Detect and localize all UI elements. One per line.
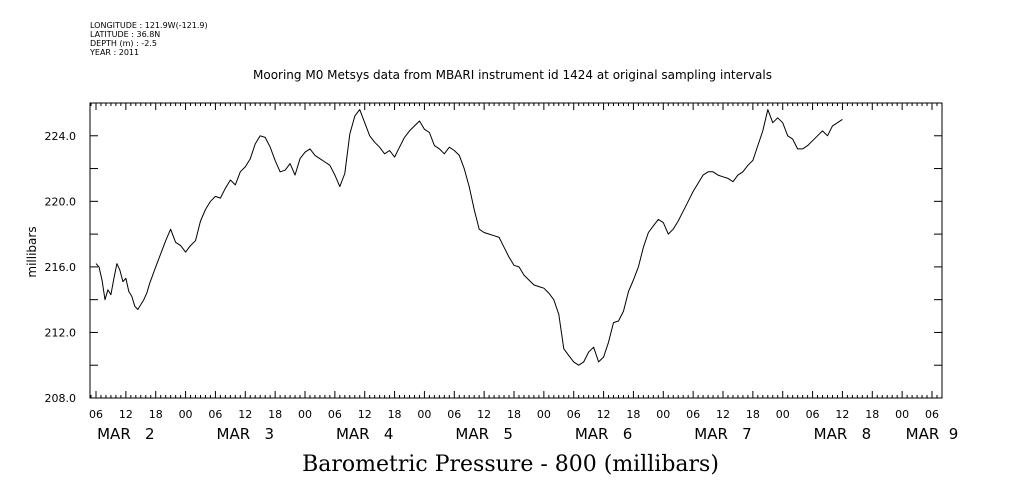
x-tick-label: 06 <box>89 408 103 421</box>
y-tick-label: 224.0 <box>45 130 77 143</box>
x-tick-label: 06 <box>328 408 342 421</box>
x-tick-label: 12 <box>477 408 491 421</box>
x-tick-label: 18 <box>268 408 282 421</box>
series-layer <box>95 109 843 366</box>
x-tick-label: 12 <box>119 408 133 421</box>
metadata-block: LONGITUDE : 121.9W(-121.9) LATITUDE : 36… <box>90 21 208 57</box>
x-tick-label: 06 <box>208 408 222 421</box>
x-tick-label: 18 <box>149 408 163 421</box>
x-day-label: MAR 9 <box>906 425 959 443</box>
x-day-label: MAR 6 <box>575 425 632 443</box>
x-day-label: MAR 2 <box>97 425 154 443</box>
x-tick-label: 18 <box>507 408 521 421</box>
x-tick-label: 12 <box>597 408 611 421</box>
y-tick-label: 216.0 <box>45 261 77 274</box>
year-text: YEAR : 2011 <box>90 48 140 57</box>
x-tick-label: 12 <box>716 408 730 421</box>
y-tick-label: 208.0 <box>45 392 77 405</box>
x-tick-label: 06 <box>806 408 820 421</box>
x-tick-label: 12 <box>238 408 252 421</box>
chart-title: Mooring M0 Metsys data from MBARI instru… <box>253 68 772 82</box>
x-day-label: MAR 7 <box>694 425 751 443</box>
x-tick-label: 00 <box>179 408 193 421</box>
x-tick-label: 00 <box>417 408 431 421</box>
x-tick-label: 06 <box>925 408 939 421</box>
x-day-label: MAR 3 <box>217 425 274 443</box>
x-tick-label: 06 <box>567 408 581 421</box>
longitude-text: LONGITUDE : 121.9W(-121.9) <box>90 21 208 30</box>
plot-frame <box>89 102 943 399</box>
x-axis-title-wrap: Barometric Pressure - 800 (millibars) <box>0 452 1009 477</box>
series-line <box>95 109 843 366</box>
chart-title-wrap: Mooring M0 Metsys data from MBARI instru… <box>0 68 1009 82</box>
ticks-layer: 06 12 18 00 06 12 18 00 06 12 18 00 06 12 18 00 06 12 18 00… <box>45 102 959 443</box>
y-tick-label: 212.0 <box>45 326 77 339</box>
x-tick-label: 12 <box>358 408 372 421</box>
x-tick-label: 18 <box>865 408 879 421</box>
x-tick-label: 00 <box>298 408 312 421</box>
x-tick-label: 06 <box>447 408 461 421</box>
latitude-text: LATITUDE : 36.8N <box>90 30 161 39</box>
x-tick-label: 00 <box>776 408 790 421</box>
x-tick-label: 00 <box>656 408 670 421</box>
x-tick-label: 18 <box>746 408 760 421</box>
depth-text: DEPTH (m) : -2.5 <box>90 39 157 48</box>
x-day-label: MAR 8 <box>814 425 871 443</box>
x-day-label: MAR 4 <box>336 425 393 443</box>
x-axis-title: Barometric Pressure - 800 (millibars) <box>302 452 719 477</box>
x-day-label: MAR 5 <box>455 425 512 443</box>
x-tick-label: 12 <box>835 408 849 421</box>
x-tick-label: 00 <box>537 408 551 421</box>
x-tick-label: 06 <box>686 408 700 421</box>
x-tick-label: 18 <box>626 408 640 421</box>
x-tick-label: 00 <box>895 408 909 421</box>
x-tick-label: 18 <box>388 408 402 421</box>
y-tick-label: 220.0 <box>45 195 77 208</box>
y-axis-label: millibars <box>25 226 39 277</box>
